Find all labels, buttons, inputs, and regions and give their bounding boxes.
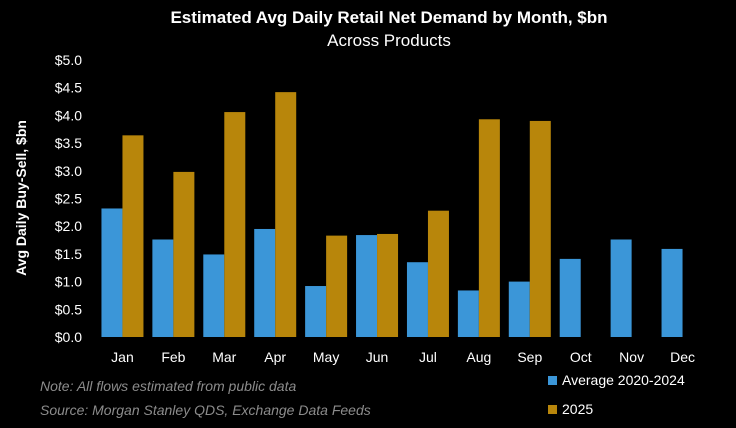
bar-2025-jun xyxy=(377,233,399,337)
x-axis-ticks: Jan Feb Mar Apr May Jun Jul Aug Sep Oct Nov Dec xyxy=(111,349,695,365)
legend-label-2025: 2025 xyxy=(562,401,594,417)
bar-average-jul xyxy=(406,262,428,337)
bar-average-sep xyxy=(508,281,530,337)
bar-2025-jan xyxy=(122,135,144,337)
x-tick-label: Dec xyxy=(670,349,695,365)
bar-average-feb xyxy=(152,239,174,337)
bar-2025-aug xyxy=(478,119,500,337)
x-tick-label: Aug xyxy=(466,349,491,365)
x-tick-label: Apr xyxy=(264,349,286,365)
bar-average-jun xyxy=(356,235,378,337)
legend-swatch-average xyxy=(548,375,557,385)
bar-2025-feb xyxy=(173,171,195,337)
bar-average-nov xyxy=(610,239,632,337)
bar-average-oct xyxy=(559,258,581,337)
y-tick-label: $3.0 xyxy=(55,163,82,179)
bar-2025-may xyxy=(326,235,348,337)
chart-title: Estimated Avg Daily Retail Net Demand by… xyxy=(170,8,607,27)
bar-average-apr xyxy=(254,228,276,337)
y-tick-label: $0.0 xyxy=(55,329,82,345)
x-tick-label: Jun xyxy=(366,349,389,365)
y-tick-label: $4.0 xyxy=(55,107,82,123)
y-tick-label: $2.5 xyxy=(55,191,82,207)
legend-swatch-2025 xyxy=(548,404,557,414)
y-tick-label: $4.5 xyxy=(55,80,82,96)
x-tick-label: Mar xyxy=(212,349,236,365)
legend-item-2025: 2025 xyxy=(548,401,593,417)
x-tick-label: Sep xyxy=(517,349,542,365)
bar-2025-sep xyxy=(529,120,551,337)
bar-average-may xyxy=(305,286,327,337)
y-tick-label: $5.0 xyxy=(55,52,82,68)
y-tick-label: $1.0 xyxy=(55,274,82,290)
bar-average-dec xyxy=(661,248,683,337)
bar-average-jan xyxy=(101,208,123,337)
x-tick-label: Feb xyxy=(161,349,185,365)
y-tick-label: $0.5 xyxy=(55,301,82,317)
chart-subtitle: Across Products xyxy=(327,31,451,50)
y-tick-label: $2.0 xyxy=(55,218,82,234)
bar-2025-apr xyxy=(275,92,297,337)
legend-label-average: Average 2020-2024 xyxy=(562,372,685,388)
y-tick-label: $3.5 xyxy=(55,135,82,151)
note-text: Note: All flows estimated from public da… xyxy=(40,378,297,394)
bar-2025-jul xyxy=(427,210,449,337)
y-axis-ticks: $0.0 $0.5 $1.0 $1.5 $2.0 $2.5 $3.0 $3.5 $4.0 $4.5… xyxy=(55,52,82,345)
x-tick-label: Jul xyxy=(419,349,437,365)
y-tick-label: $1.5 xyxy=(55,246,82,262)
bar-2025-mar xyxy=(224,112,246,338)
x-tick-label: Jan xyxy=(111,349,134,365)
x-tick-label: Oct xyxy=(570,349,592,365)
x-tick-label: Nov xyxy=(619,349,644,365)
bar-average-mar xyxy=(203,254,225,337)
y-axis-label: Avg Daily Buy-Sell, $bn xyxy=(13,120,29,276)
bar-average-aug xyxy=(457,290,479,337)
legend-item-average: Average 2020-2024 xyxy=(548,372,685,388)
bars xyxy=(101,92,683,338)
source-text: Source: Morgan Stanley QDS, Exchange Dat… xyxy=(40,402,371,418)
x-tick-label: May xyxy=(313,349,339,365)
